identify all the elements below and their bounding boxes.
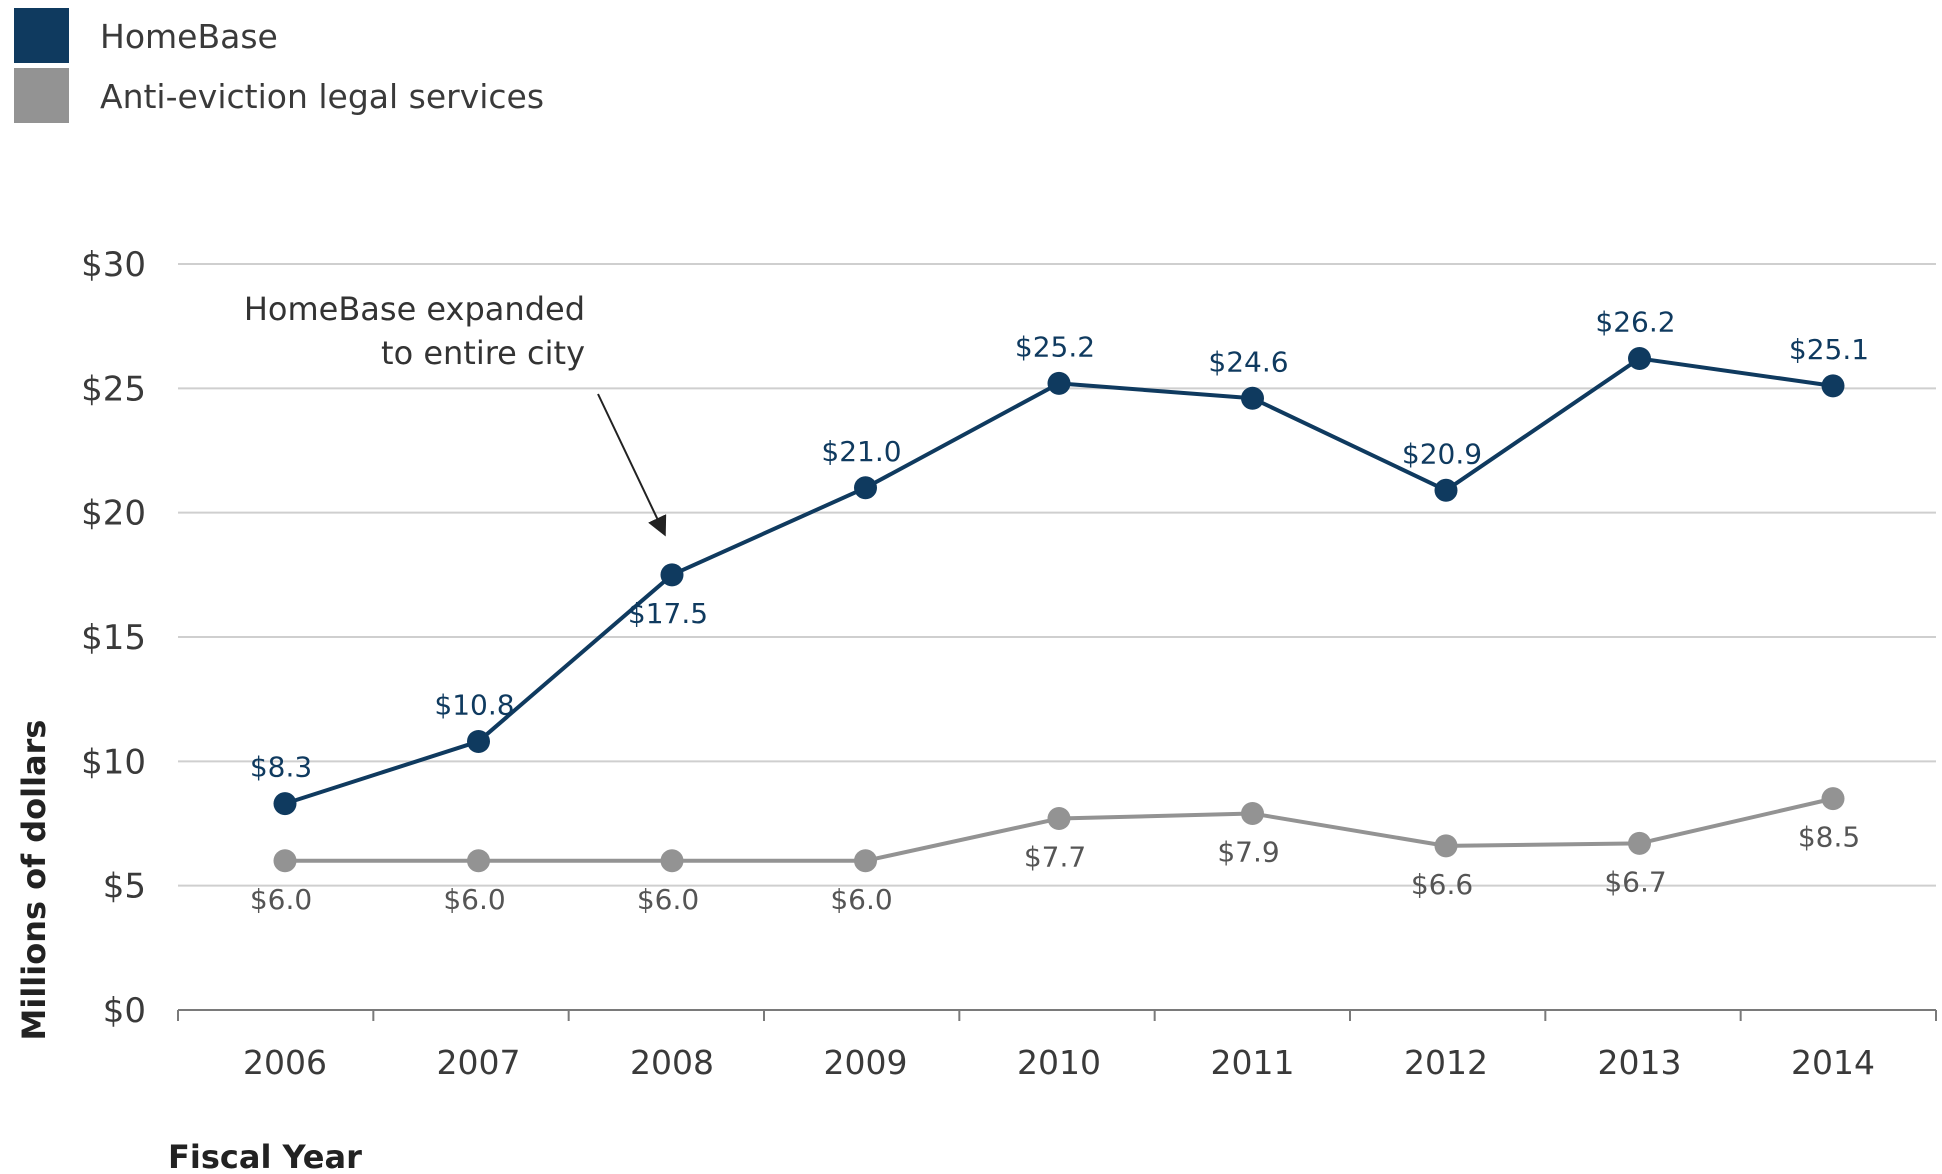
data-point-legal-services-2011 (1241, 802, 1264, 826)
y-axis-title: Millions of dollars (15, 720, 53, 1041)
data-point-legal-services-2007 (467, 849, 490, 873)
legend-label-legal-services: Anti-eviction legal services (100, 77, 544, 116)
x-tick-label-2014: 2014 (1791, 1043, 1875, 1082)
data-point-legal-services-2008 (660, 849, 684, 873)
series-line-homebase (284, 356, 1834, 806)
x-tick-label-2007: 2007 (437, 1043, 521, 1082)
data-label-legal-services-2012: $6.6 (1411, 868, 1473, 901)
y-tick-label-5: $5 (103, 867, 146, 907)
data-point-homebase-2013 (1628, 346, 1651, 370)
legend-swatch-legal-services (14, 68, 69, 123)
annotation-arrow (597, 393, 667, 537)
data-label-legal-services-2006: $6.0 (250, 883, 312, 916)
x-tick-label-2011: 2011 (1211, 1043, 1295, 1082)
data-point-legal-services-2012 (1434, 834, 1458, 858)
data-point-legal-services-2013 (1628, 831, 1651, 855)
data-label-homebase-2007: $10.8 (434, 688, 514, 721)
data-label-homebase-2008: $17.5 (628, 597, 708, 630)
data-label-homebase-2013: $26.2 (1595, 305, 1675, 338)
x-tick-label-2009: 2009 (824, 1043, 908, 1082)
data-label-homebase-2010: $25.2 (1015, 330, 1095, 363)
data-point-homebase-2007 (467, 729, 490, 753)
y-tick-label-0: $0 (103, 991, 146, 1031)
data-label-legal-services-2010: $7.7 (1024, 841, 1086, 874)
data-point-homebase-2006 (273, 792, 297, 816)
data-label-legal-services-2007: $6.0 (443, 883, 505, 916)
y-tick-label-15: $15 (81, 618, 146, 658)
legend-swatch-homebase (14, 8, 69, 63)
data-label-legal-services-2009: $6.0 (830, 883, 892, 916)
y-tick-label-10: $10 (81, 742, 146, 782)
x-axis-title: Fiscal Year (168, 1138, 362, 1170)
y-tick-label-25: $25 (81, 369, 146, 409)
annotation-line-2: to entire city (381, 334, 585, 372)
data-point-homebase-2009 (854, 476, 877, 500)
x-tick-label-2013: 2013 (1598, 1043, 1682, 1082)
data-point-homebase-2008 (660, 563, 684, 587)
y-tick-label-20: $20 (81, 494, 146, 534)
x-tick-label-2010: 2010 (1017, 1043, 1101, 1082)
data-label-homebase-2012: $20.9 (1402, 437, 1482, 470)
x-tick-label-2012: 2012 (1404, 1043, 1488, 1082)
x-tick-label-2008: 2008 (630, 1043, 714, 1082)
x-tick-label-2006: 2006 (243, 1043, 327, 1082)
legend-label-homebase: HomeBase (100, 17, 278, 56)
data-label-homebase-2009: $21.0 (821, 435, 901, 468)
data-point-legal-services-2014 (1821, 787, 1845, 811)
y-tick-label-30: $30 (81, 245, 146, 285)
data-label-legal-services-2011: $7.9 (1217, 836, 1279, 869)
data-label-homebase-2006: $8.3 (250, 751, 312, 784)
data-point-homebase-2014 (1821, 374, 1845, 398)
data-point-homebase-2011 (1241, 386, 1264, 410)
annotation-line-1: HomeBase expanded (244, 290, 585, 328)
data-point-legal-services-2009 (854, 849, 877, 873)
data-point-legal-services-2006 (273, 849, 297, 873)
data-point-homebase-2012 (1434, 478, 1458, 502)
data-label-homebase-2011: $24.6 (1208, 345, 1288, 378)
data-label-homebase-2014: $25.1 (1789, 333, 1869, 366)
data-label-legal-services-2014: $8.5 (1798, 821, 1860, 854)
data-point-legal-services-2010 (1047, 807, 1071, 831)
data-point-homebase-2010 (1047, 371, 1071, 395)
data-label-legal-services-2013: $6.7 (1604, 865, 1666, 898)
data-label-legal-services-2008: $6.0 (637, 883, 699, 916)
